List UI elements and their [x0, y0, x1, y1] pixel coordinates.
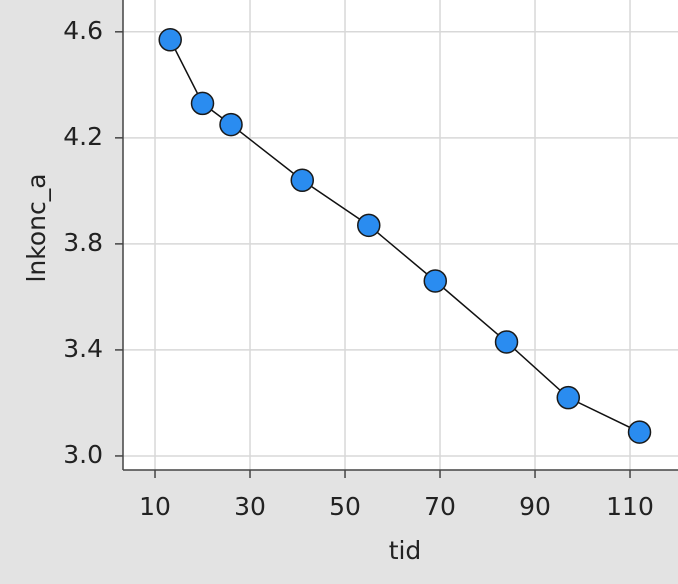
- data-point: [627, 420, 652, 444]
- x-tick-label: 50: [329, 492, 361, 521]
- x-tick-label: 110: [606, 492, 654, 521]
- data-point: [219, 112, 243, 137]
- x-tick-label: 70: [424, 492, 456, 521]
- y-tick-label: 3.0: [63, 440, 103, 469]
- data-point: [556, 385, 581, 410]
- x-tick-label: 10: [139, 492, 171, 521]
- y-axis-label: lnkonc_a: [22, 173, 51, 282]
- y-tick-label: 4.2: [63, 122, 103, 151]
- data-point: [494, 330, 519, 354]
- data-point: [357, 213, 381, 238]
- data-point: [290, 168, 315, 193]
- plot-area: [123, 0, 678, 470]
- x-tick-label: 30: [234, 492, 266, 521]
- y-tick-label: 3.4: [63, 334, 103, 363]
- y-tick-label: 4.6: [63, 16, 103, 45]
- data-point: [190, 91, 215, 116]
- y-tick-label: 3.8: [63, 228, 103, 257]
- x-tick-label: 90: [519, 492, 551, 521]
- data-point: [423, 269, 448, 293]
- x-axis-label: tid: [389, 536, 422, 565]
- data-point: [158, 28, 182, 52]
